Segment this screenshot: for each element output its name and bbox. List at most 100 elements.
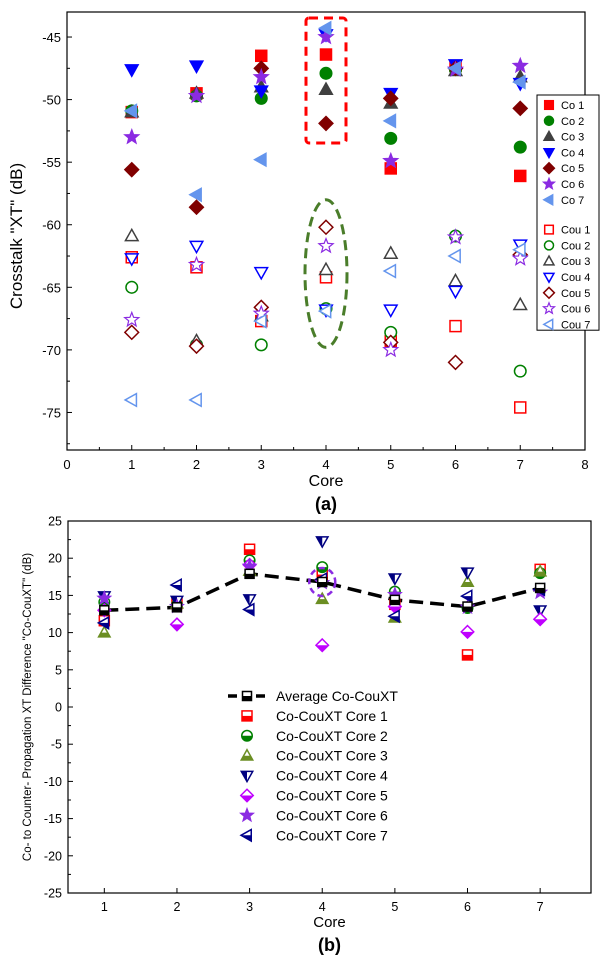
legend-label-b-3: Co-CouXT Core 3 <box>276 748 388 764</box>
data-point-a-0 <box>514 169 527 183</box>
data-point-a-0 <box>255 49 268 63</box>
legend-marker-a-11 <box>542 286 556 300</box>
legend-label-a-0: Co 1 <box>561 100 584 112</box>
data-point-a-11 <box>188 338 205 355</box>
x-tick-label-a: 4 <box>322 457 329 472</box>
data-point-b-7 <box>242 602 255 617</box>
legend-marker-b-0 <box>241 690 253 702</box>
legend-marker-a-8 <box>543 240 555 251</box>
x-tick-label-a: 0 <box>63 457 70 472</box>
average-marker-fill <box>535 587 545 593</box>
x-tick-label-b: 2 <box>173 900 180 914</box>
data-point-a-11 <box>318 219 334 236</box>
legend-marker-b-3 <box>239 748 255 761</box>
legend-marker-b-1-fill <box>242 715 252 721</box>
y-tick-label-b: 20 <box>48 552 62 566</box>
data-point-b-7 <box>96 615 110 630</box>
highlight-box-co <box>304 16 348 145</box>
legend-label-a-6: Co 7 <box>561 195 584 207</box>
average-marker <box>534 582 546 594</box>
data-point-a-13 <box>188 392 202 408</box>
y-tick-label-b: 25 <box>48 515 62 529</box>
data-point-a-8 <box>125 280 139 294</box>
x-axis-label-a: Core <box>309 473 344 490</box>
legend-marker-b-7 <box>239 828 252 843</box>
data-point-b-7-fill <box>388 616 400 622</box>
data-point-b-3 <box>533 564 548 577</box>
x-tick-label-a: 3 <box>258 457 265 472</box>
data-point-a-4 <box>123 161 140 178</box>
average-marker <box>316 576 328 588</box>
data-point-a-1 <box>513 140 527 154</box>
data-point-b-3-fill <box>534 571 546 576</box>
y-tick-label-b: -25 <box>44 887 62 901</box>
data-point-b-7-fill <box>98 622 109 629</box>
x-tick-label-b: 4 <box>319 900 326 914</box>
average-marker-fill <box>390 599 400 605</box>
data-point-a-6 <box>382 113 397 129</box>
panel-label-a: (a) <box>315 494 337 514</box>
data-point-b-7 <box>387 609 400 624</box>
data-point-a-9 <box>383 245 399 259</box>
data-point-a-13 <box>382 263 397 279</box>
data-point-a-13 <box>123 392 138 408</box>
data-point-b-3-fill <box>98 632 111 637</box>
legend-marker-a-5 <box>541 176 557 191</box>
data-point-a-13 <box>447 248 461 264</box>
data-point-b-4-fill <box>461 568 468 579</box>
data-point-b-5 <box>169 617 185 632</box>
highlight-ellipse-b <box>307 566 337 598</box>
data-point-b-1-fill <box>462 654 473 660</box>
data-point-a-13 <box>512 242 526 258</box>
data-point-b-3 <box>460 574 475 588</box>
legend-marker-a-7 <box>543 224 555 235</box>
x-tick-label-a: 6 <box>452 457 459 472</box>
legend-marker-b-2-fill <box>242 735 252 741</box>
legend-marker-a-6 <box>542 193 554 207</box>
data-point-a-5 <box>123 128 141 145</box>
legend-marker-a-12 <box>541 301 557 315</box>
data-point-b-5-fill <box>533 619 547 626</box>
x-tick-label-b: 3 <box>246 900 253 914</box>
y-tick-label-a: -65 <box>42 280 61 295</box>
x-tick-label-b: 7 <box>537 900 544 914</box>
data-point-b-5-fill <box>388 606 402 613</box>
y-tick-label-b: -5 <box>51 738 62 752</box>
legend-marker-b-0-fill <box>242 696 252 701</box>
legend-marker-b-4 <box>239 770 255 784</box>
y-tick-label-a: -55 <box>42 155 61 170</box>
average-marker <box>171 602 183 613</box>
data-point-b-7-fill <box>170 584 182 591</box>
data-point-b-5 <box>460 624 475 640</box>
data-point-b-1 <box>243 543 256 556</box>
data-point-b-5 <box>314 637 330 653</box>
data-point-b-3 <box>315 591 330 605</box>
legend-label-a-9: Cou 3 <box>561 256 590 268</box>
data-point-b-4-fill <box>316 536 323 548</box>
data-point-a-6 <box>188 187 202 203</box>
y-tick-label-b: 0 <box>55 701 62 715</box>
legend-marker-a-13 <box>542 318 554 331</box>
data-point-a-10 <box>253 266 269 281</box>
data-point-a-5 <box>187 86 206 104</box>
average-marker <box>244 568 255 580</box>
data-point-a-10 <box>447 285 464 300</box>
data-point-a-12 <box>317 236 335 254</box>
y-tick-label-a: -70 <box>42 343 61 358</box>
legend-label-a-1: Co 2 <box>561 116 584 128</box>
data-point-a-4 <box>382 90 399 107</box>
legend-label-a-4: Co 5 <box>561 163 584 175</box>
legend-label-a-8: Cou 2 <box>561 240 590 252</box>
data-point-b-7-fill <box>461 596 472 602</box>
data-point-a-6 <box>447 60 461 76</box>
data-point-a-11 <box>447 354 464 371</box>
data-point-b-7-fill <box>243 609 254 616</box>
average-marker <box>462 601 473 612</box>
data-point-b-4 <box>315 536 330 549</box>
legend-label-a-12: Cou 6 <box>561 304 590 316</box>
data-point-b-3 <box>97 625 112 638</box>
legend-label-a-7: Cou 1 <box>561 225 590 237</box>
x-tick-label-a: 2 <box>193 457 200 472</box>
legend-label-a-13: Cou 7 <box>561 319 590 331</box>
